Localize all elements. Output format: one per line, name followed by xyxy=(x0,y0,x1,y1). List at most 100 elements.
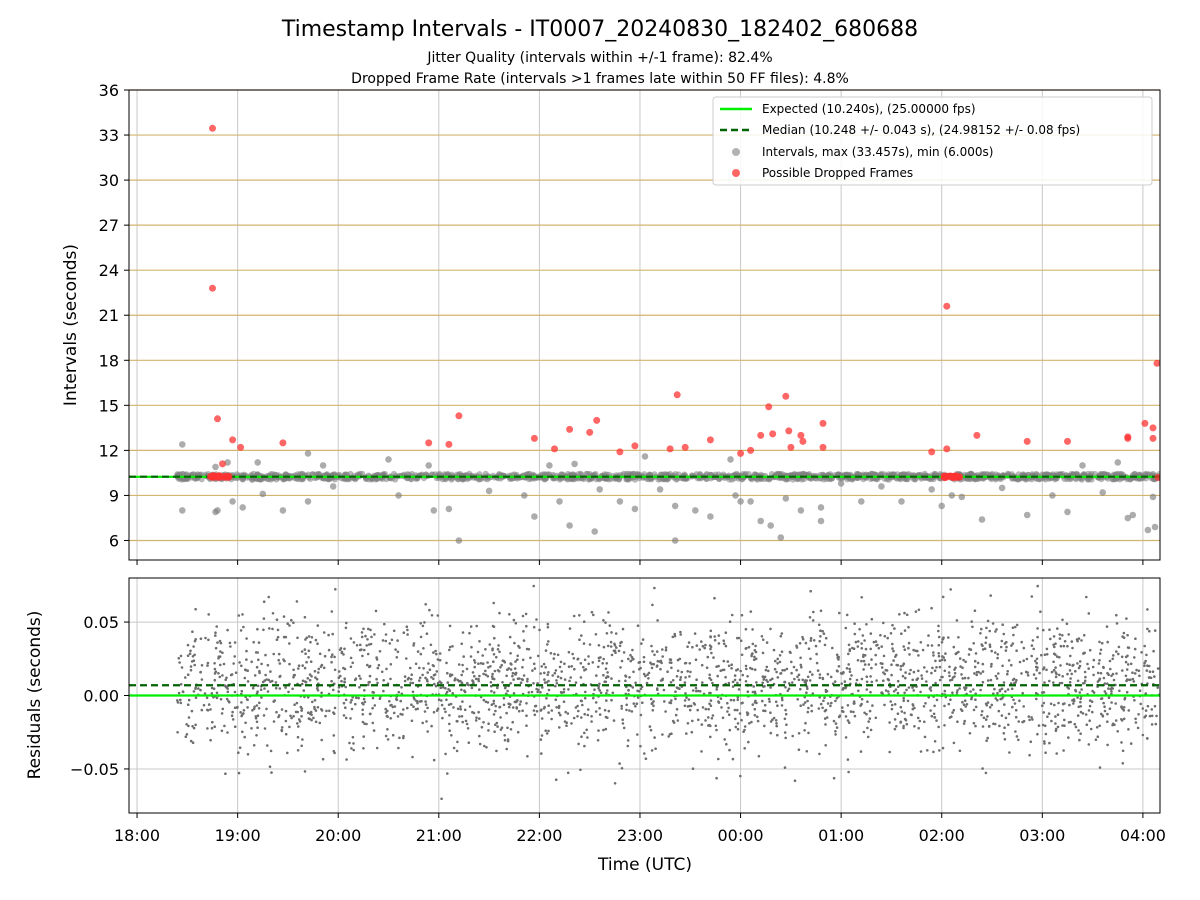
residual-point xyxy=(754,699,757,703)
residual-point xyxy=(772,648,776,652)
residual-point xyxy=(430,724,433,728)
residual-point xyxy=(852,702,856,705)
residual-point xyxy=(256,714,260,717)
residual-point xyxy=(1039,610,1042,613)
residual-point xyxy=(358,686,361,689)
residual-point xyxy=(318,652,322,656)
residual-point xyxy=(696,689,700,693)
residual-point xyxy=(618,762,621,765)
residual-point xyxy=(516,677,520,680)
residual-point xyxy=(179,683,183,686)
residual-point xyxy=(671,679,675,682)
residual-point xyxy=(896,685,900,688)
residual-point xyxy=(209,708,212,711)
residual-point xyxy=(893,718,897,721)
residual-point xyxy=(194,607,197,611)
residual-point xyxy=(994,674,998,678)
residual-point xyxy=(337,670,341,673)
residual-point xyxy=(874,663,878,666)
residual-point xyxy=(967,676,970,680)
residual-point xyxy=(1042,701,1046,705)
residual-point xyxy=(280,729,284,733)
residual-point xyxy=(832,719,836,723)
residual-point xyxy=(1030,644,1034,647)
residual-point xyxy=(791,681,794,684)
residual-point xyxy=(895,663,898,667)
residual-point xyxy=(1141,733,1145,737)
residual-point xyxy=(808,616,812,619)
residual-point xyxy=(1060,681,1064,685)
residual-point xyxy=(509,652,512,655)
residual-point xyxy=(597,656,601,660)
interval-point xyxy=(212,463,219,471)
residual-point xyxy=(1156,686,1159,689)
residual-point xyxy=(252,640,255,644)
residual-point xyxy=(696,708,699,712)
residual-point xyxy=(492,691,496,694)
residual-point xyxy=(421,673,424,677)
residual-point xyxy=(550,709,554,712)
residual-point xyxy=(459,707,463,711)
residual-point xyxy=(365,644,369,647)
residual-point xyxy=(422,667,425,670)
residual-point xyxy=(997,672,1000,675)
residual-point xyxy=(318,721,322,725)
interval-point xyxy=(482,470,489,477)
residual-point xyxy=(359,643,362,647)
residual-point xyxy=(1038,671,1041,675)
residual-point xyxy=(726,710,729,713)
residual-point xyxy=(708,676,711,680)
residual-point xyxy=(753,707,757,711)
residual-point xyxy=(490,675,494,678)
residual-point xyxy=(542,662,546,666)
residual-point xyxy=(605,692,608,695)
residual-point xyxy=(783,766,787,769)
residual-point xyxy=(747,740,750,744)
residual-point xyxy=(993,687,996,691)
residual-point xyxy=(1063,724,1066,727)
residual-point xyxy=(730,613,734,617)
residual-point xyxy=(1106,682,1109,685)
residual-point xyxy=(397,746,400,750)
interval-point xyxy=(767,522,774,529)
residual-point xyxy=(434,684,438,688)
residual-point xyxy=(392,629,396,633)
residual-point xyxy=(893,703,897,706)
residual-point xyxy=(634,681,637,685)
residual-point xyxy=(543,678,546,681)
residual-point xyxy=(262,617,266,620)
residual-point xyxy=(1045,653,1049,656)
residual-point xyxy=(320,663,324,667)
residual-point xyxy=(1057,673,1061,677)
residual-point xyxy=(996,698,999,702)
residual-point xyxy=(845,613,849,617)
residual-point xyxy=(961,700,964,704)
residual-point xyxy=(792,665,796,669)
residual-point xyxy=(563,662,566,665)
residual-point xyxy=(327,648,331,652)
residual-point xyxy=(754,657,758,661)
residual-point xyxy=(650,644,653,648)
residual-point xyxy=(708,702,711,706)
residual-point xyxy=(457,663,461,666)
residual-point xyxy=(1004,716,1008,720)
residual-point xyxy=(231,710,234,714)
interval-point xyxy=(279,507,287,514)
residual-point xyxy=(278,662,282,665)
residual-point xyxy=(1030,595,1034,598)
residual-point xyxy=(463,708,467,712)
residual-point xyxy=(489,681,493,684)
residual-point xyxy=(920,677,924,680)
residual-point xyxy=(451,692,455,695)
residual-point xyxy=(901,674,905,678)
residual-point xyxy=(475,624,479,628)
residual-point xyxy=(229,645,232,648)
interval-point xyxy=(616,498,624,505)
interval-point xyxy=(620,470,627,477)
residual-point xyxy=(1068,669,1072,672)
interval-point xyxy=(625,476,632,483)
residual-point xyxy=(817,623,821,627)
residual-point xyxy=(207,638,210,642)
residual-point xyxy=(214,634,217,637)
residual-point xyxy=(558,665,562,669)
